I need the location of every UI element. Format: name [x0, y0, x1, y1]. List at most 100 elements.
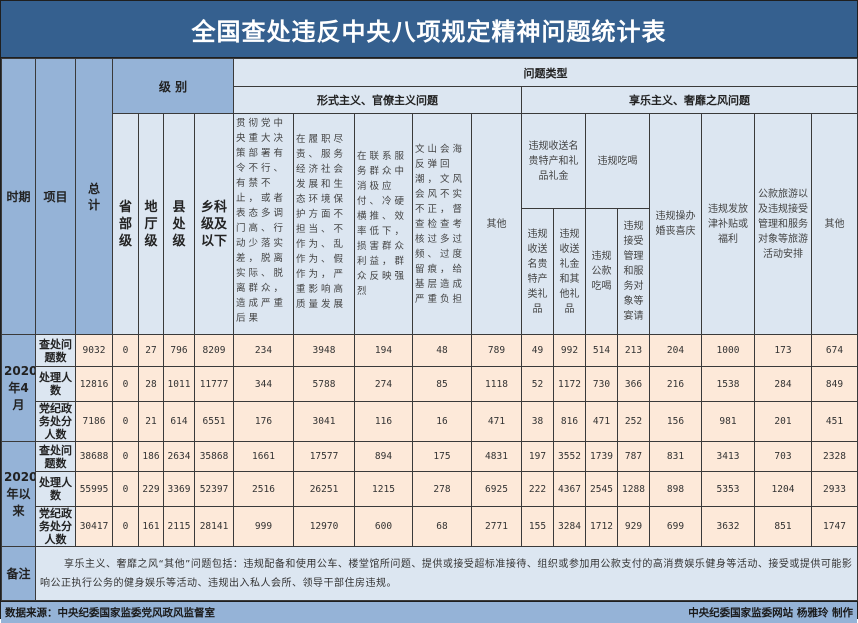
value-cell: 28141 [194, 506, 234, 547]
value-cell: 3041 [293, 401, 355, 442]
value-cell: 851 [754, 506, 812, 547]
header-gifts-specialty: 违规收送名贵特产类礼品 [521, 208, 554, 335]
value-cell: 451 [811, 401, 858, 442]
value-cell: 6925 [471, 471, 522, 507]
item-cell: 党纪政务处分人数 [35, 401, 76, 442]
header-allowances: 违规发放津补贴或福利 [701, 113, 755, 335]
value-cell: 999 [233, 506, 294, 547]
header-level: 级 别 [112, 58, 234, 114]
value-cell: 3284 [553, 506, 586, 547]
table-row: 2020年4月 查处问题数 9032 0 27 796 8209 234 3948 194 48 78… [1, 334, 858, 442]
value-cell: 49 [521, 334, 554, 367]
value-cell: 16 [412, 401, 472, 442]
value-cell: 68 [412, 506, 472, 547]
value-cell: 3413 [701, 441, 755, 472]
header-formalism-col-3: 在联系服务群众中消极应付、冷硬横推、效率低下，损害群众利益，群众反映强烈 [354, 113, 413, 335]
value-cell: 274 [354, 366, 413, 402]
value-cell: 1215 [354, 471, 413, 507]
header-problem-type: 问题类型 [233, 58, 858, 87]
header-hedonism: 享乐主义、奢靡之风问题 [521, 86, 858, 114]
header-gifts-cash: 违规收送礼金和其他礼品 [553, 208, 586, 335]
value-cell: 2545 [585, 471, 618, 507]
value-cell: 344 [233, 366, 294, 402]
value-cell: 161 [138, 506, 164, 547]
value-cell: 4831 [471, 441, 522, 472]
value-cell: 0 [112, 441, 139, 472]
value-cell: 674 [811, 334, 858, 367]
period-cell: 2020年4月 [1, 334, 36, 442]
value-cell: 222 [521, 471, 554, 507]
item-cell: 处理人数 [35, 366, 76, 402]
value-cell: 176 [233, 401, 294, 442]
value-cell: 514 [585, 334, 618, 367]
value-cell: 284 [754, 366, 812, 402]
value-cell: 0 [112, 506, 139, 547]
header-period: 时期 [1, 58, 36, 335]
value-cell: 1747 [811, 506, 858, 547]
value-cell: 849 [811, 366, 858, 402]
item-cell: 查处问题数 [35, 441, 76, 472]
value-cell: 0 [112, 401, 139, 442]
value-cell: 216 [649, 366, 702, 402]
value-cell: 1661 [233, 441, 294, 472]
value-cell: 8209 [194, 334, 234, 367]
value-cell: 5353 [701, 471, 755, 507]
value-cell: 703 [754, 441, 812, 472]
value-cell: 1712 [585, 506, 618, 547]
value-cell: 3369 [163, 471, 195, 507]
value-cell: 116 [354, 401, 413, 442]
value-cell: 0 [112, 471, 139, 507]
value-cell: 12816 [75, 366, 113, 402]
value-cell: 898 [649, 471, 702, 507]
value-cell: 35868 [194, 441, 234, 472]
header-weddings-funerals: 违规操办婚丧喜庆 [649, 113, 702, 335]
header-formalism-col-4: 文山会海反弹回潮，文风会风不实不正，督查检查考核过多过频、过度留痕，给基层造成严… [412, 113, 472, 335]
header-dining-banquet: 违规接受管理和服务对象等宴请 [617, 208, 650, 335]
remarks-text: 享乐主义、奢靡之风“其他”问题包括：违规配备和使用公车、楼堂馆所问题、提供或接受… [35, 546, 858, 601]
value-cell: 85 [412, 366, 472, 402]
header-level-provincial: 省部级 [112, 113, 139, 335]
value-cell: 0 [112, 334, 139, 367]
table-body: 2020年4月 查处问题数 9032 0 27 796 8209 234 3948 194 48 78… [1, 334, 858, 547]
value-cell: 21 [138, 401, 164, 442]
header-dining-public: 违规公款吃喝 [585, 208, 618, 335]
header-total: 总计 [75, 58, 113, 335]
value-cell: 831 [649, 441, 702, 472]
value-cell: 699 [649, 506, 702, 547]
value-cell: 204 [649, 334, 702, 367]
credit: 中央纪委国家监委网站 杨雅玲 制作 [688, 607, 853, 619]
value-cell: 28 [138, 366, 164, 402]
value-cell: 234 [233, 334, 294, 367]
header-formalism-other: 其他 [471, 113, 522, 335]
value-cell: 173 [754, 334, 812, 367]
value-cell: 730 [585, 366, 618, 402]
value-cell: 4367 [553, 471, 586, 507]
item-cell: 党纪政务处分人数 [35, 506, 76, 547]
header-public-travel: 公款旅游以及违规接受管理和服务对象等旅游活动安排 [754, 113, 812, 335]
value-cell: 1172 [553, 366, 586, 402]
value-cell: 278 [412, 471, 472, 507]
value-cell: 1011 [163, 366, 195, 402]
value-cell: 471 [585, 401, 618, 442]
value-cell: 1204 [754, 471, 812, 507]
value-cell: 1000 [701, 334, 755, 367]
value-cell: 2771 [471, 506, 522, 547]
value-cell: 981 [701, 401, 755, 442]
value-cell: 155 [521, 506, 554, 547]
value-cell: 12970 [293, 506, 355, 547]
value-cell: 5788 [293, 366, 355, 402]
value-cell: 3948 [293, 334, 355, 367]
header-hedonism-other: 其他 [811, 113, 858, 335]
value-cell: 213 [617, 334, 650, 367]
value-cell: 38688 [75, 441, 113, 472]
table-row: 党纪政务处分人数 30417 0 161 2115 28141 999 12970 600 68 2… [2, 506, 858, 547]
value-cell: 9032 [75, 334, 113, 367]
footer: 数据来源：中央纪委国家监委党风政风监督室 中央纪委国家监委网站 杨雅玲 制作 [1, 601, 857, 623]
value-cell: 194 [354, 334, 413, 367]
value-cell: 2516 [233, 471, 294, 507]
item-cell: 处理人数 [35, 471, 76, 507]
table-row: 2020年以来 查处问题数 38688 0 186 2634 35868 1661 17577 8… [1, 441, 858, 547]
value-cell: 471 [471, 401, 522, 442]
header-level-prefecture: 地厅级 [138, 113, 164, 335]
